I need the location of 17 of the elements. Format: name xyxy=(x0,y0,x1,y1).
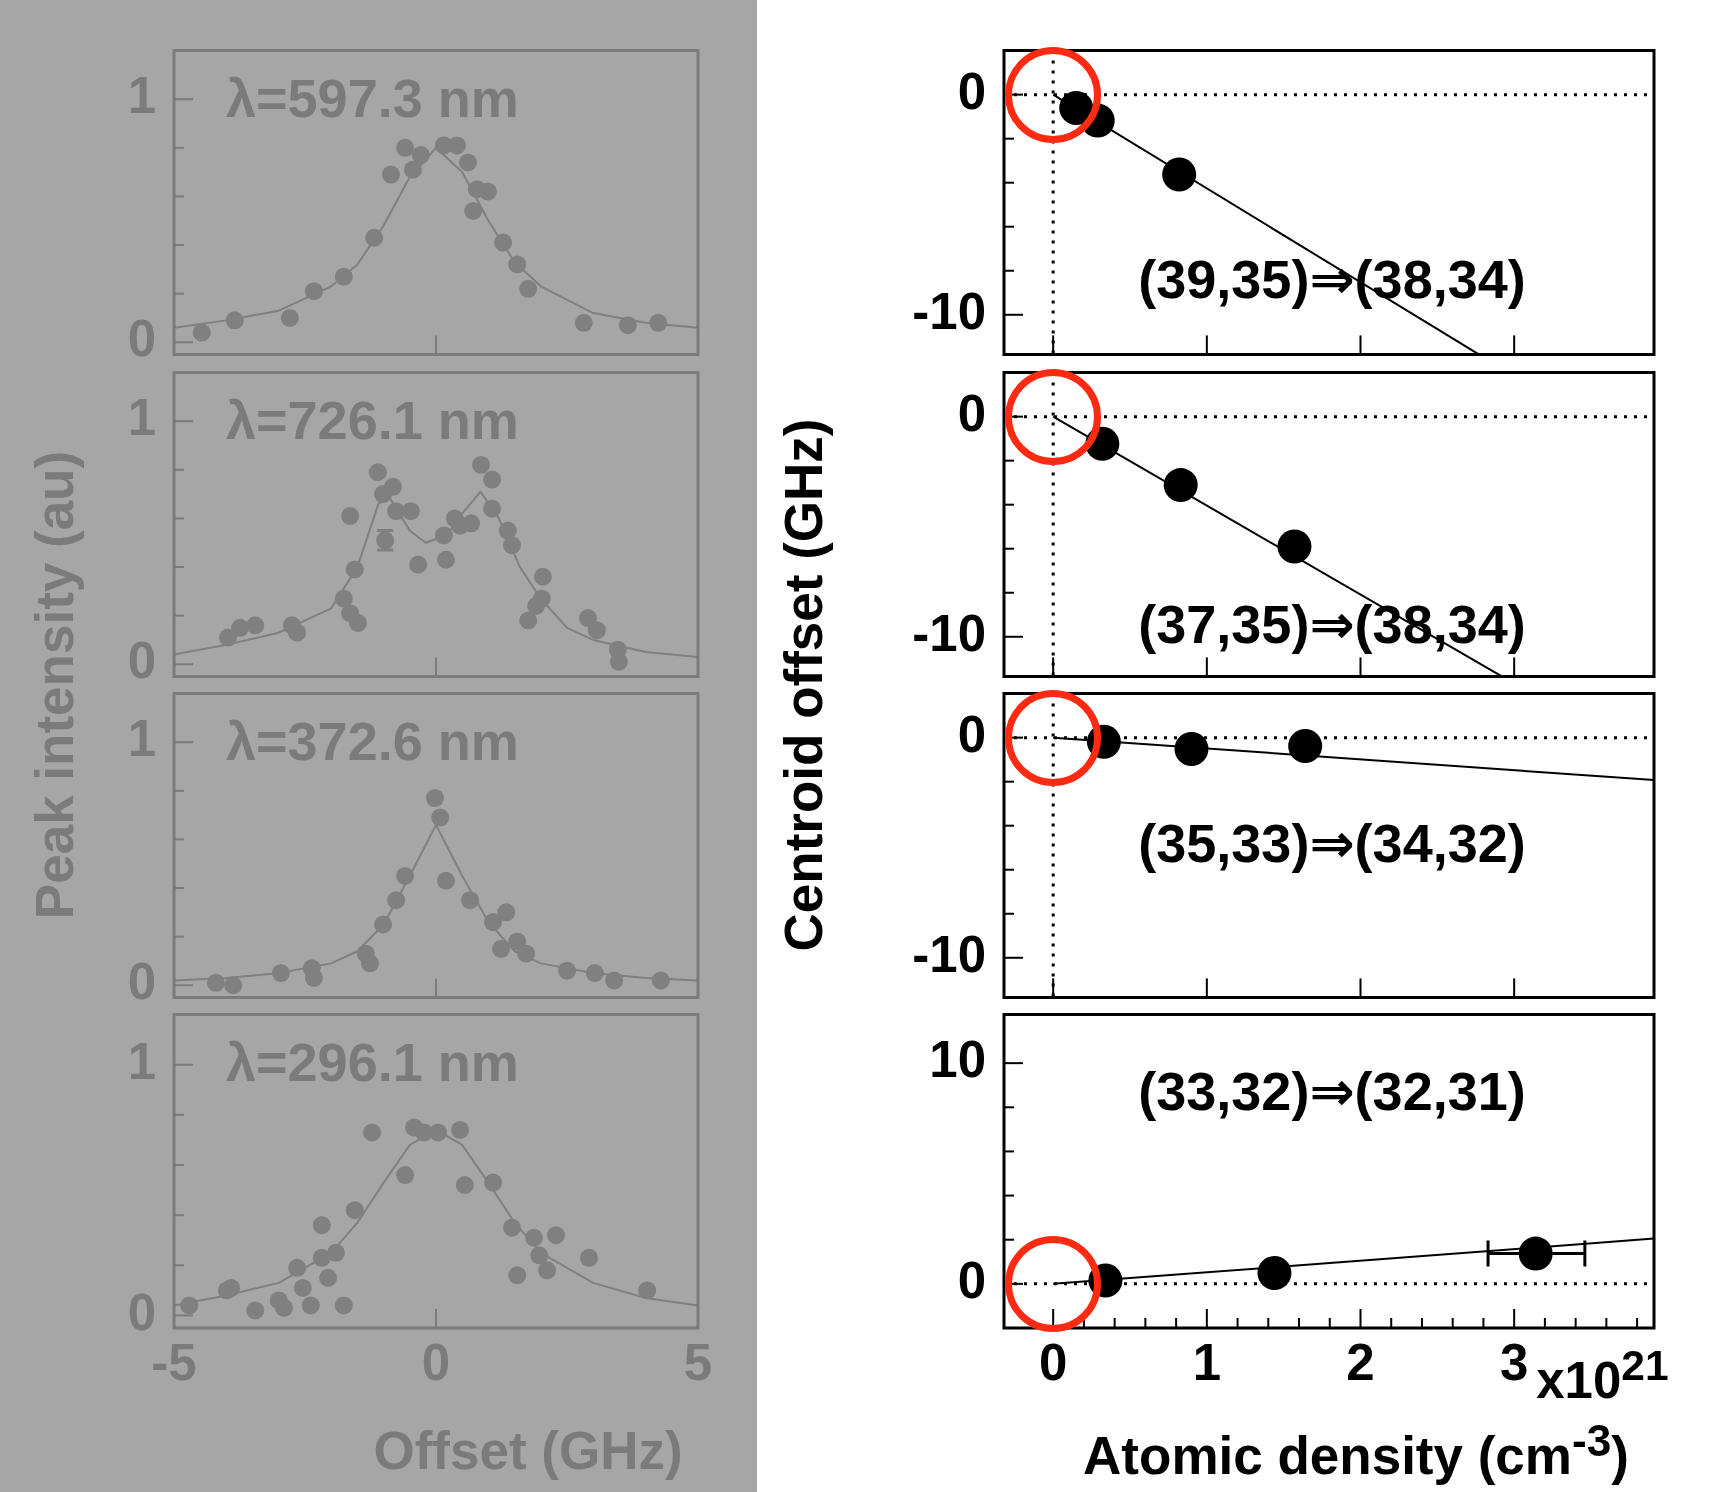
y-tick-label: 0 xyxy=(957,62,986,120)
x-tick-label: 1 xyxy=(1192,1333,1222,1391)
y-tick-label: -10 xyxy=(912,604,986,662)
x-tick-label: 0 xyxy=(1038,1333,1068,1391)
y-tick-label: -10 xyxy=(912,925,986,983)
y-tick-label: -10 xyxy=(912,282,986,340)
y-tick-label: 0 xyxy=(957,384,986,442)
y-tick-label: 10 xyxy=(929,1031,986,1089)
y-tick-label: 0 xyxy=(957,705,986,763)
y-axis-title: Centroid offset (GHz) xyxy=(773,418,834,952)
annotation: (33,32)⇒(32,31) xyxy=(1138,1061,1526,1122)
x-tick-label: 2 xyxy=(1346,1333,1375,1391)
x-axis-title: Atomic density (cm$^{-3}$) xyxy=(1083,1415,1629,1486)
annotation: (35,33)⇒(34,32) xyxy=(1138,813,1526,874)
y-tick-label: 0 xyxy=(957,1251,986,1309)
text: x10$^{21}$ xyxy=(1536,1342,1669,1410)
x-tick-label: 3 xyxy=(1499,1333,1529,1391)
